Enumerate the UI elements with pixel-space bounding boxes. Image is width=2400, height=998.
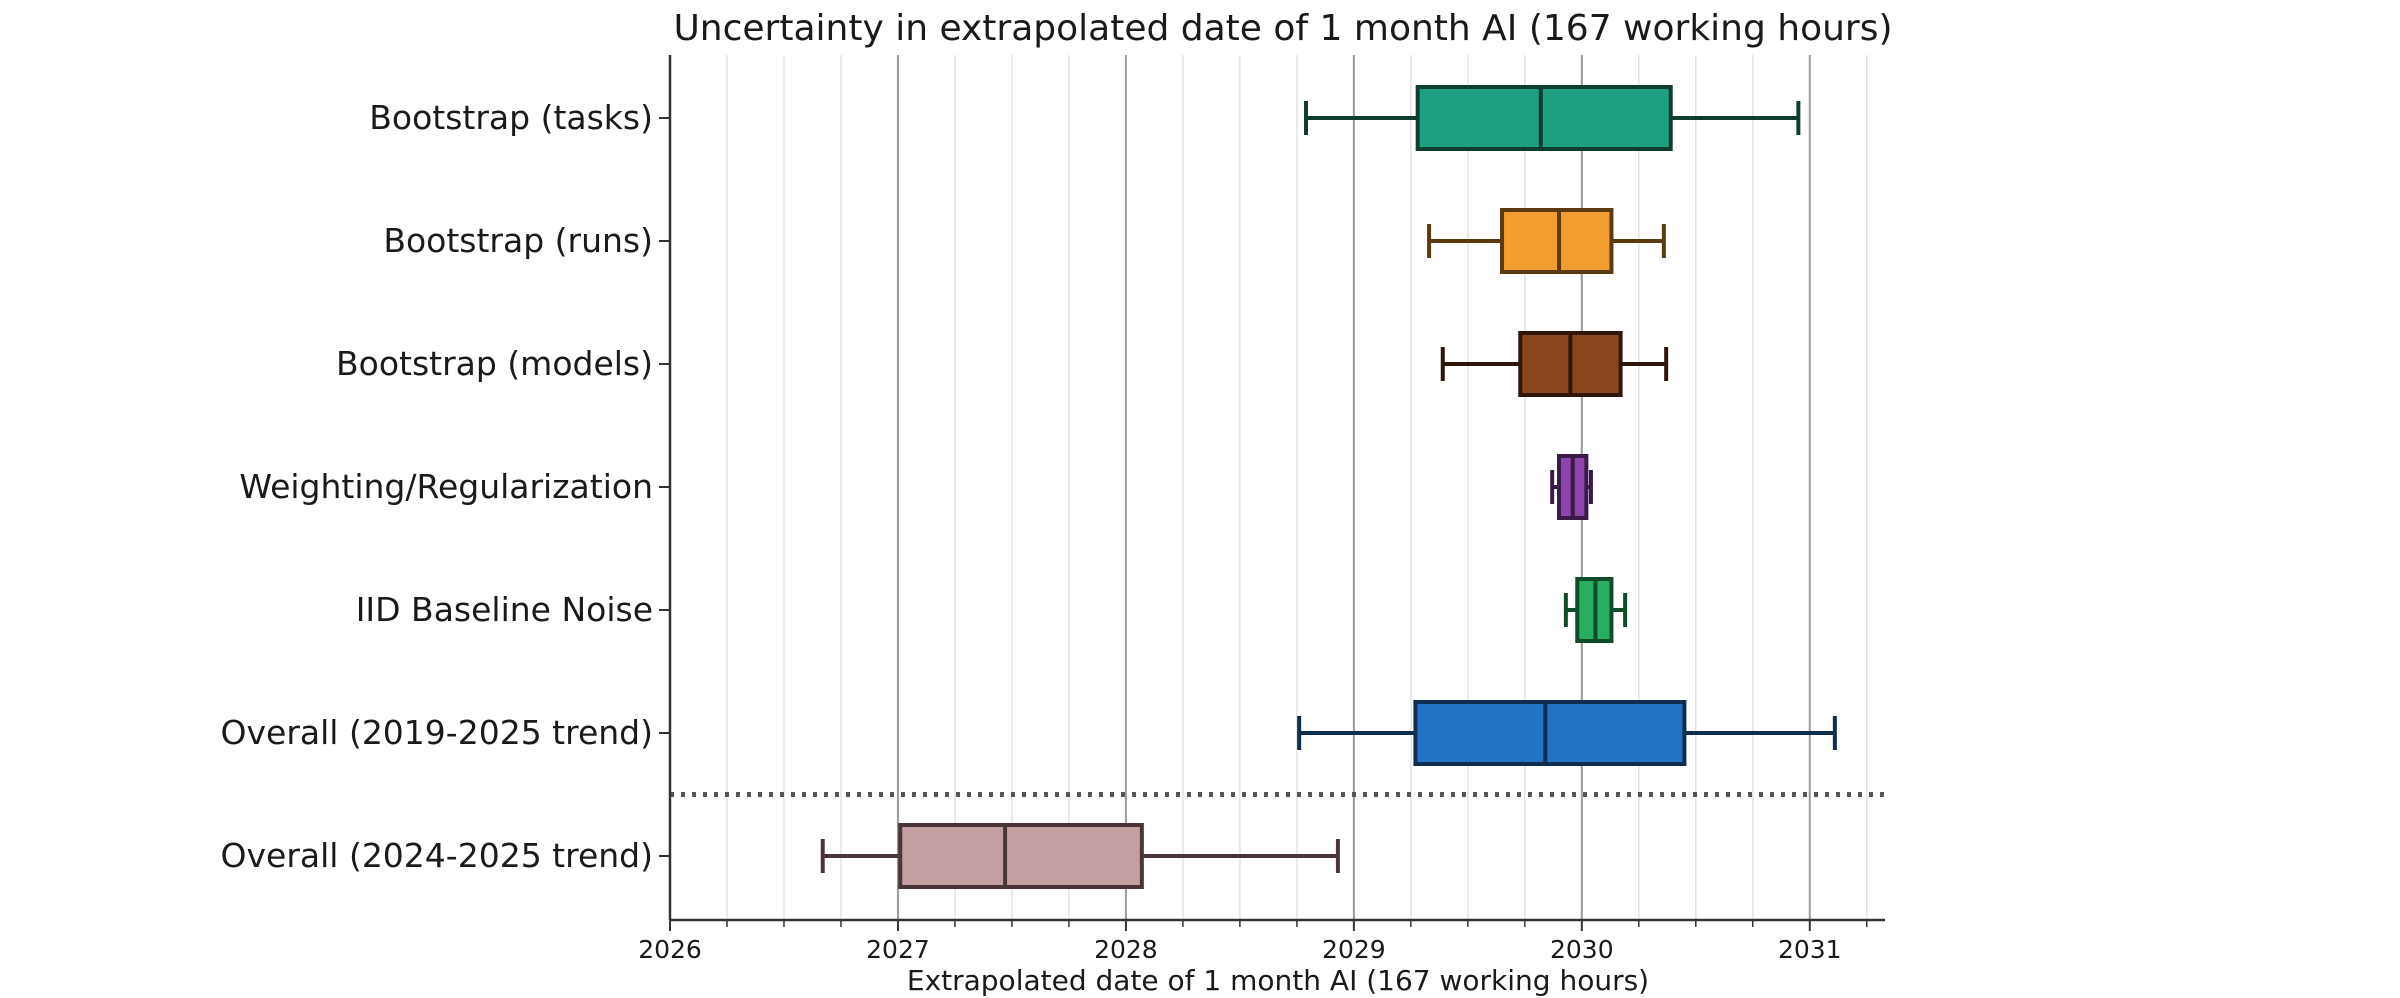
iqr-box [898,823,1144,889]
chart-title: Uncertainty in extrapolated date of 1 mo… [673,8,1892,49]
grid-layer [726,55,1868,920]
y-category-label: IID Baseline Noise [356,590,653,629]
iqr-box [1500,208,1614,274]
box-group [1550,454,1593,520]
x-tick-label: 2028 [1094,935,1158,964]
axes-layer: 2026 2027 2028 2029 2030 2031 Bootstrap (tasks… [221,55,1885,964]
y-category-label: Weighting/Regularization [239,467,653,506]
x-tick-label: 2027 [866,935,930,964]
x-tick-label: 2031 [1778,935,1842,964]
iqr-box [1415,85,1673,151]
box-group [1563,577,1628,643]
box-group [1297,700,1837,766]
box-group [1440,331,1669,397]
y-category-label: Bootstrap (runs) [383,221,653,260]
x-tick-label: 2029 [1322,935,1386,964]
box-group [1303,85,1801,151]
box-group [1427,208,1666,274]
x-tick-label: 2026 [638,935,702,964]
y-category-label: Overall (2019-2025 trend) [221,713,653,752]
y-category-label: Bootstrap (models) [336,344,653,383]
iqr-box [1413,700,1687,766]
x-axis-label: Extrapolated date of 1 month AI (167 wor… [907,964,1649,997]
y-category-label: Overall (2024-2025 trend) [221,836,653,875]
y-category-label: Bootstrap (tasks) [369,98,653,137]
box-group [820,823,1340,889]
boxes-layer [820,85,1837,889]
x-tick-label: 2030 [1550,935,1614,964]
